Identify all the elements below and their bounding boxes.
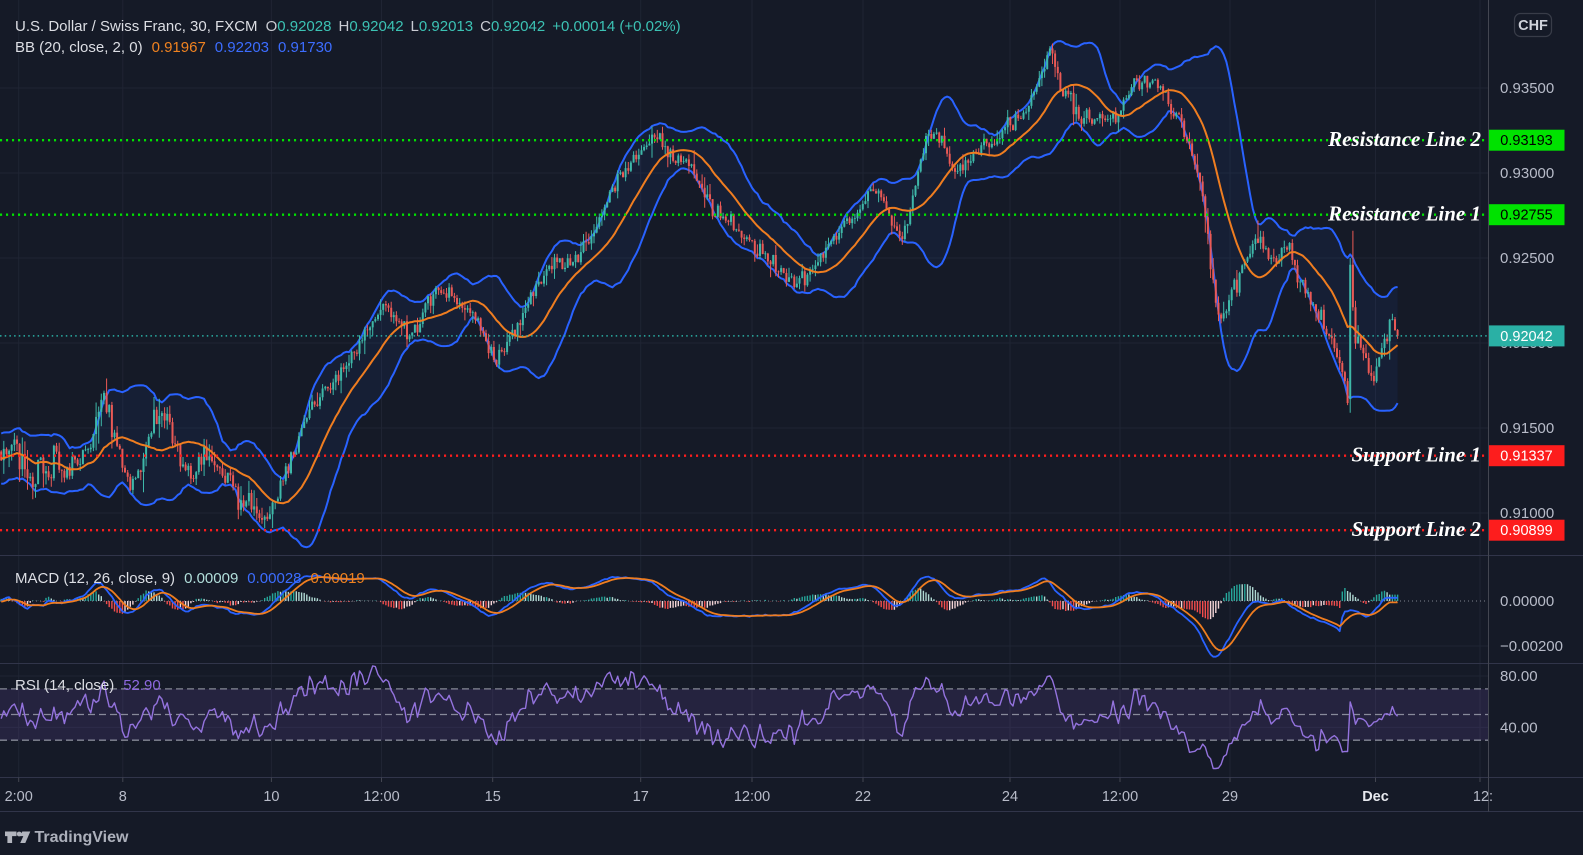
svg-text:12:00: 12:00 (1102, 789, 1138, 805)
svg-text:Resistance Line 2: Resistance Line 2 (1327, 127, 1481, 151)
svg-text:0.91000: 0.91000 (1500, 505, 1554, 522)
svg-text:15: 15 (485, 789, 501, 805)
svg-text:0.92042: 0.92042 (1500, 329, 1552, 345)
svg-text:29: 29 (1222, 789, 1238, 805)
svg-text:12:: 12: (1473, 789, 1493, 805)
svg-text:17: 17 (633, 789, 649, 805)
svg-text:80.00: 80.00 (1500, 668, 1538, 685)
svg-text:0.00000: 0.00000 (1500, 593, 1554, 610)
svg-text:12:00: 12:00 (734, 789, 770, 805)
svg-text:0.93193: 0.93193 (1500, 133, 1552, 149)
svg-text:MACD (12, 26, close, 9)0.00009: MACD (12, 26, close, 9) 0.00009 0.00028 0.0… (15, 570, 365, 587)
svg-text:0.92500: 0.92500 (1500, 250, 1554, 267)
svg-text:Support Line 2: Support Line 2 (1351, 517, 1481, 541)
svg-text:0.93000: 0.93000 (1500, 165, 1554, 182)
svg-text:0.93500: 0.93500 (1500, 80, 1554, 97)
svg-text:22: 22 (855, 789, 871, 805)
svg-text:10: 10 (263, 789, 279, 805)
svg-text:CHF: CHF (1518, 18, 1548, 34)
svg-text:0.91337: 0.91337 (1500, 449, 1552, 465)
svg-text:−0.00200: −0.00200 (1500, 638, 1563, 655)
svg-text:TradingView: TradingView (35, 829, 130, 846)
svg-text:Resistance Line 1: Resistance Line 1 (1327, 202, 1481, 226)
svg-text:24: 24 (1002, 789, 1018, 805)
svg-text:2:00: 2:00 (5, 789, 33, 805)
svg-text:8: 8 (119, 789, 127, 805)
svg-text:0.90899: 0.90899 (1500, 523, 1552, 539)
svg-text:Dec: Dec (1362, 789, 1389, 805)
svg-text:Support Line 1: Support Line 1 (1351, 443, 1481, 467)
svg-text:U.S. Dollar / Swiss Franc, 30,: U.S. Dollar / Swiss Franc, 30, FXCM O0.92… (15, 18, 681, 35)
svg-text:0.91500: 0.91500 (1500, 420, 1554, 437)
svg-text:12:00: 12:00 (363, 789, 399, 805)
svg-text:RSI (14, close)52.90: RSI (14, close) 52.90 (15, 677, 161, 694)
svg-text:40.00: 40.00 (1500, 719, 1538, 736)
svg-text:0.92755: 0.92755 (1500, 208, 1552, 224)
